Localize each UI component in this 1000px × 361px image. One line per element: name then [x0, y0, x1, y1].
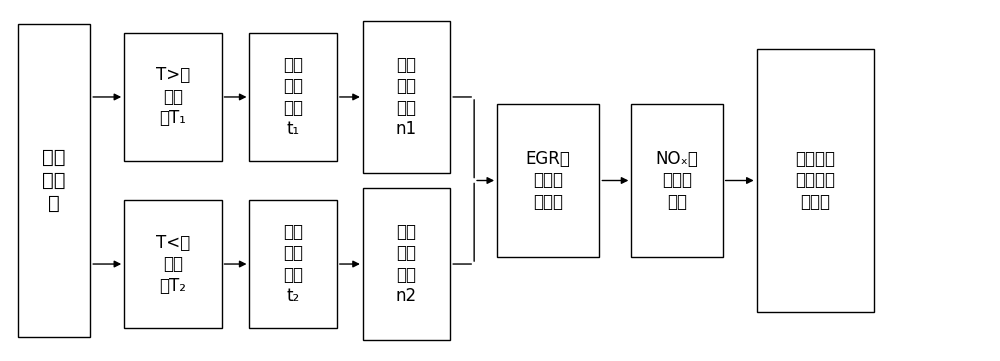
- Bar: [249, 200, 337, 328]
- Text: 高温
劣化
系数
n1: 高温 劣化 系数 n1: [396, 56, 417, 138]
- Bar: [249, 33, 337, 161]
- Bar: [363, 21, 450, 173]
- Text: T>高
温阈
値T₁: T>高 温阈 値T₁: [156, 66, 190, 127]
- Bar: [124, 200, 222, 328]
- Text: NOₓ排
放劣化
系数: NOₓ排 放劣化 系数: [656, 150, 698, 211]
- Text: 高温
持续
时间
t₁: 高温 持续 时间 t₁: [283, 56, 303, 138]
- Text: 低温
劣化
系数
n2: 低温 劣化 系数 n2: [396, 223, 417, 305]
- Bar: [124, 33, 222, 161]
- Bar: [631, 104, 723, 257]
- Text: T<低
温阈
値T₂: T<低 温阈 値T₂: [156, 234, 190, 295]
- Bar: [18, 24, 90, 337]
- Bar: [363, 188, 450, 340]
- Text: EGR冷
却器劣
化系数: EGR冷 却器劣 化系数: [526, 150, 571, 211]
- Text: 发动
机运
行: 发动 机运 行: [42, 148, 66, 213]
- Text: 低温
持续
时间
t₂: 低温 持续 时间 t₂: [283, 223, 303, 305]
- Bar: [497, 104, 599, 257]
- Text: 修正燃油
喷射量或
进气量: 修正燃油 喷射量或 进气量: [795, 150, 835, 211]
- Bar: [757, 49, 874, 312]
